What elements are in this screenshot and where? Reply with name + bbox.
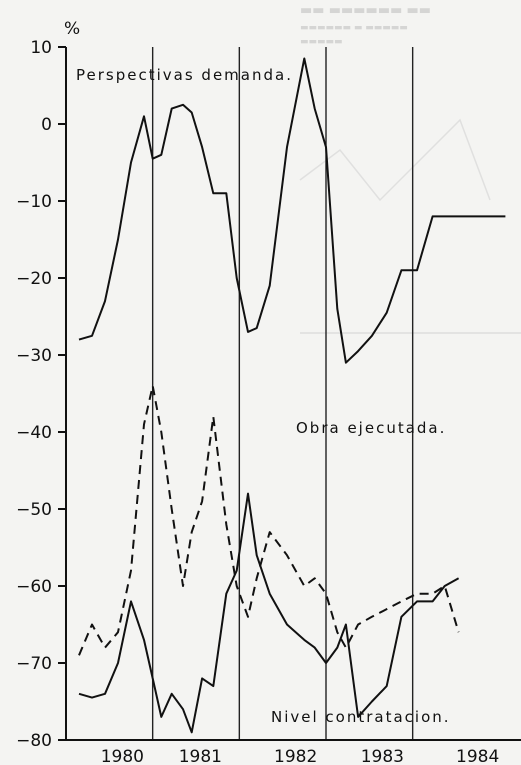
- svg-text:▬▬▬▬▬: ▬▬▬▬▬: [300, 37, 343, 47]
- series-line-0: [78, 57, 506, 364]
- x-tick-label-0: 1980: [101, 747, 144, 765]
- series-lines: [78, 57, 506, 734]
- series-line-1: [78, 384, 460, 656]
- series-label-nivel: Nivel contratacion.: [271, 708, 451, 726]
- svg-text:▬▬ ▬▬▬▬▬▬ ▬▬: ▬▬ ▬▬▬▬▬▬ ▬▬: [300, 3, 431, 18]
- x-tick-label-3: 1983: [361, 747, 404, 765]
- y-tick-label-4: −30: [16, 346, 52, 366]
- y-tick-label-1: 0: [41, 115, 52, 135]
- series-label-obra: Obra ejecutada.: [296, 419, 446, 437]
- svg-text:▬▬▬▬▬▬ ▬ ▬▬▬▬▬: ▬▬▬▬▬▬ ▬ ▬▬▬▬▬: [300, 23, 408, 33]
- y-ticks: 10 0 −10 −20 −30 −40 −50 −60 −70 −80: [16, 38, 66, 751]
- axes: [65, 47, 521, 741]
- y-tick-label-0: 10: [30, 38, 52, 58]
- y-tick-label-7: −60: [16, 577, 52, 597]
- series-label-perspectivas: Perspectivas demanda.: [76, 66, 293, 84]
- x-tick-label-2: 1982: [274, 747, 317, 765]
- y-tick-label-9: −80: [16, 731, 52, 751]
- y-tick-label-2: −10: [16, 192, 52, 212]
- x-ticks: 1980 1981 1982 1983 1984: [101, 747, 500, 765]
- x-tick-label-1: 1981: [179, 747, 222, 765]
- series-line-2: [78, 492, 460, 734]
- y-tick-label-3: −20: [16, 269, 52, 289]
- y-axis-label: %: [64, 19, 80, 39]
- x-tick-label-4: 1984: [456, 747, 499, 765]
- grid: [151, 47, 414, 740]
- bleed-through: ▬▬ ▬▬▬▬▬▬ ▬▬ ▬▬▬▬▬▬ ▬ ▬▬▬▬▬ ▬▬▬▬▬: [299, 3, 521, 334]
- y-tick-label-5: −40: [16, 423, 52, 443]
- y-tick-label-8: −70: [16, 654, 52, 674]
- y-tick-label-6: −50: [16, 500, 52, 520]
